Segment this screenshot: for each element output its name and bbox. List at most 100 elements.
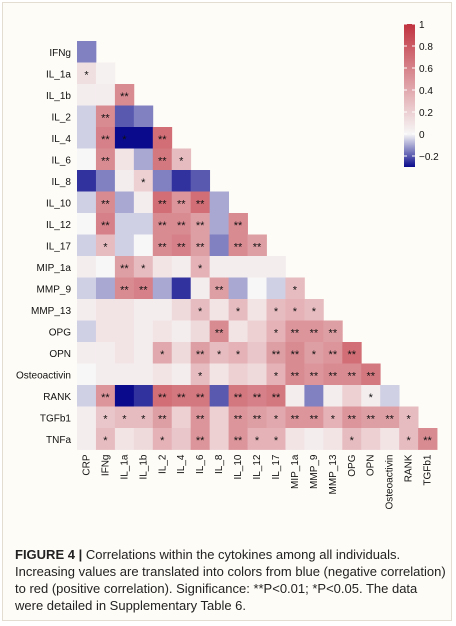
heatmap-cell [247,342,267,364]
column-label: CRP [81,454,92,475]
significance-marker: * [293,284,298,296]
heatmap-cell [247,277,267,300]
heatmap-cell [209,299,229,321]
heatmap-cell [95,62,116,85]
column-label: MMP_9 [309,454,320,489]
row-label: IFNg [49,48,71,59]
heatmap-cell [228,406,248,429]
heatmap-cell [266,406,286,429]
significance-marker: * [274,370,279,382]
heatmap-cell [209,320,229,343]
significance-marker: ** [196,392,205,404]
heatmap-cell [114,213,135,235]
column-label: IL_17 [271,454,282,479]
heatmap-cell [190,213,211,235]
significance-marker: ** [120,263,129,275]
colorbar-tick-label: 0.6 [419,64,433,75]
heatmap-cell [285,406,305,429]
heatmap-cell [114,277,135,300]
heatmap-cell [399,406,419,429]
colorbar-tick-label: 0.8 [419,42,433,53]
heatmap-cell [114,105,135,128]
heatmap-cell [323,363,343,386]
heatmap-cell [342,428,362,450]
heatmap-cell [209,256,229,278]
row-label: IL_6 [52,155,72,166]
significance-marker: ** [291,370,300,382]
significance-marker: ** [158,155,167,167]
heatmap-cell [95,320,116,343]
column-label: IL_1b [138,454,149,479]
row-label: TGFb1 [40,413,72,424]
significance-marker: ** [158,198,167,210]
significance-marker: ** [272,392,281,404]
heatmap-cell [209,234,229,257]
column-label: IL_10 [233,454,244,479]
heatmap-cell [77,191,97,214]
row-label: IL_1b [46,91,71,102]
significance-marker: ** [139,284,148,296]
heatmap-cell [190,320,211,343]
significance-marker: * [331,413,336,425]
row-label: OPN [49,349,71,360]
heatmap-cell [247,256,267,278]
significance-marker: * [312,349,317,361]
significance-marker: ** [196,413,205,425]
heatmap-cell [133,363,154,386]
heatmap-cell [304,363,324,386]
figure-caption-text: Correlations within the cytokines among … [15,547,446,613]
heatmap-cell [285,320,305,343]
significance-marker: ** [234,392,243,404]
heatmap-cell [285,277,305,300]
heatmap-cell [304,320,324,343]
heatmap-cell [77,84,97,106]
significance-marker: * [236,349,241,361]
heatmap-cell [342,342,362,364]
significance-marker: ** [101,112,110,124]
row-label: TNFa [46,435,71,446]
heatmap-cell [95,148,116,171]
heatmap-cell [133,213,154,235]
heatmap-cell [77,406,97,429]
heatmap-cell [304,385,324,407]
significance-marker: * [274,435,279,447]
heatmap-cell [228,342,248,364]
heatmap-cell [152,406,173,429]
significance-marker: ** [215,284,224,296]
colorbar-tick-label: 0.4 [419,86,433,97]
significance-marker: ** [310,413,319,425]
significance-marker: ** [101,134,110,146]
heatmap-cell [171,170,192,192]
row-label: IL_10 [46,198,71,209]
heatmap-cell [228,234,248,257]
heatmap-cell [133,191,154,214]
heatmap-cell [342,385,362,407]
heatmap-cell [152,320,173,343]
significance-marker: ** [347,370,356,382]
column-label: MIP_1a [290,454,301,489]
heatmap-cell [190,385,211,407]
heatmap-cell [171,213,192,235]
heatmap-cell [114,320,135,343]
heatmap-cell [228,277,248,300]
heatmap-cell [152,127,173,149]
heatmap-cell [114,84,135,106]
correlation-heatmap: ******* * **** ** **** ** ** **** ** ** ** *** ** ** *… [16,20,439,510]
significance-marker: ** [158,413,167,425]
heatmap-cell [266,428,286,450]
heatmap-cell [190,191,211,214]
significance-markers: ******* * **** ** **** ** ** **** ** ** ** *** ** ** *… [84,69,432,447]
significance-marker: ** [101,220,110,232]
heatmap-cell [114,299,135,321]
significance-marker: * [141,413,146,425]
heatmap-cell [171,406,192,429]
colorbar-ticks: 1 0.8 0.6 0.4 0.2 0 −0.2 [404,20,439,163]
heatmap-cell [133,127,154,149]
heatmap-cell [247,428,267,450]
heatmap-cell [399,428,419,450]
heatmap-cell [152,363,173,386]
heatmap-cell [323,342,343,364]
heatmap-cell [133,406,154,429]
heatmap-cell [114,148,135,171]
heatmap-cell [95,170,116,192]
